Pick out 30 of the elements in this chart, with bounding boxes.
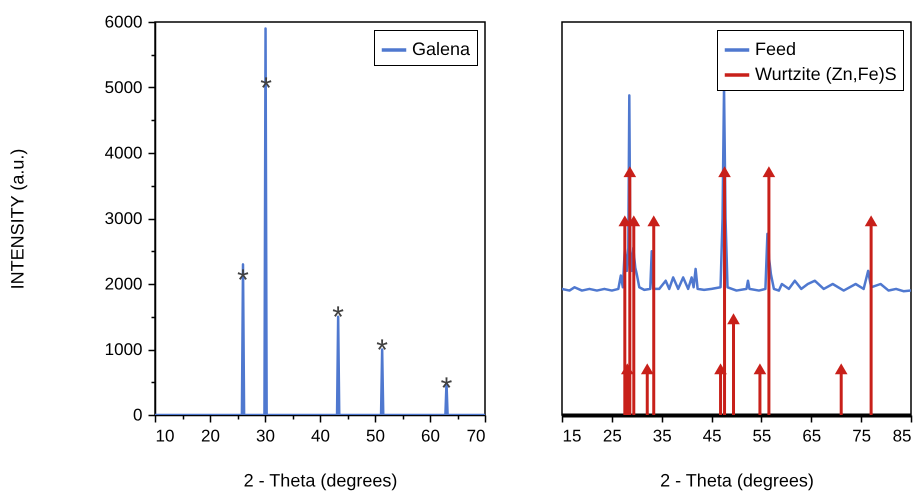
x-tick-label: 35: [652, 426, 672, 446]
x-tick-label: 85: [892, 426, 912, 446]
legend-label: Galena: [412, 39, 472, 59]
x-axis-title: 2 - Theta (degrees): [660, 470, 814, 490]
legend-label: Wurtzite (Zn,Fe)S: [755, 64, 897, 84]
y-tick-label: 0: [133, 406, 142, 424]
x-tick-label: 40: [311, 426, 330, 446]
x-axis-title: 2 - Theta (degrees): [244, 470, 398, 490]
x-tick-label: 70: [466, 426, 486, 446]
y-axis-title: INTENSITY (a.u.): [8, 148, 28, 290]
x-tick-label: 55: [752, 426, 772, 446]
x-tick-label: 50: [366, 426, 385, 446]
y-tick-label: 4000: [104, 144, 142, 162]
x-tick-label: 15: [562, 426, 582, 446]
y-tick-label: 2000: [104, 274, 142, 294]
x-tick-label: 60: [421, 426, 440, 446]
x-tick-label: 65: [802, 426, 822, 446]
annotation: *: [376, 334, 388, 367]
y-tick-label: 1000: [104, 340, 142, 359]
x-tick-label: 75: [852, 426, 872, 446]
y-tick-label: 5000: [104, 78, 142, 97]
y-tick-label: 6000: [104, 12, 142, 32]
x-tick-label: 30: [256, 426, 275, 446]
y-tick-label: 3000: [104, 209, 142, 228]
x-tick-label: 20: [201, 426, 220, 446]
x-tick-label: 10: [156, 426, 174, 446]
legend-label: Feed: [755, 39, 796, 59]
annotation: *: [332, 301, 344, 334]
x-tick-label: 25: [602, 426, 622, 446]
x-tick-label: 45: [702, 426, 722, 446]
